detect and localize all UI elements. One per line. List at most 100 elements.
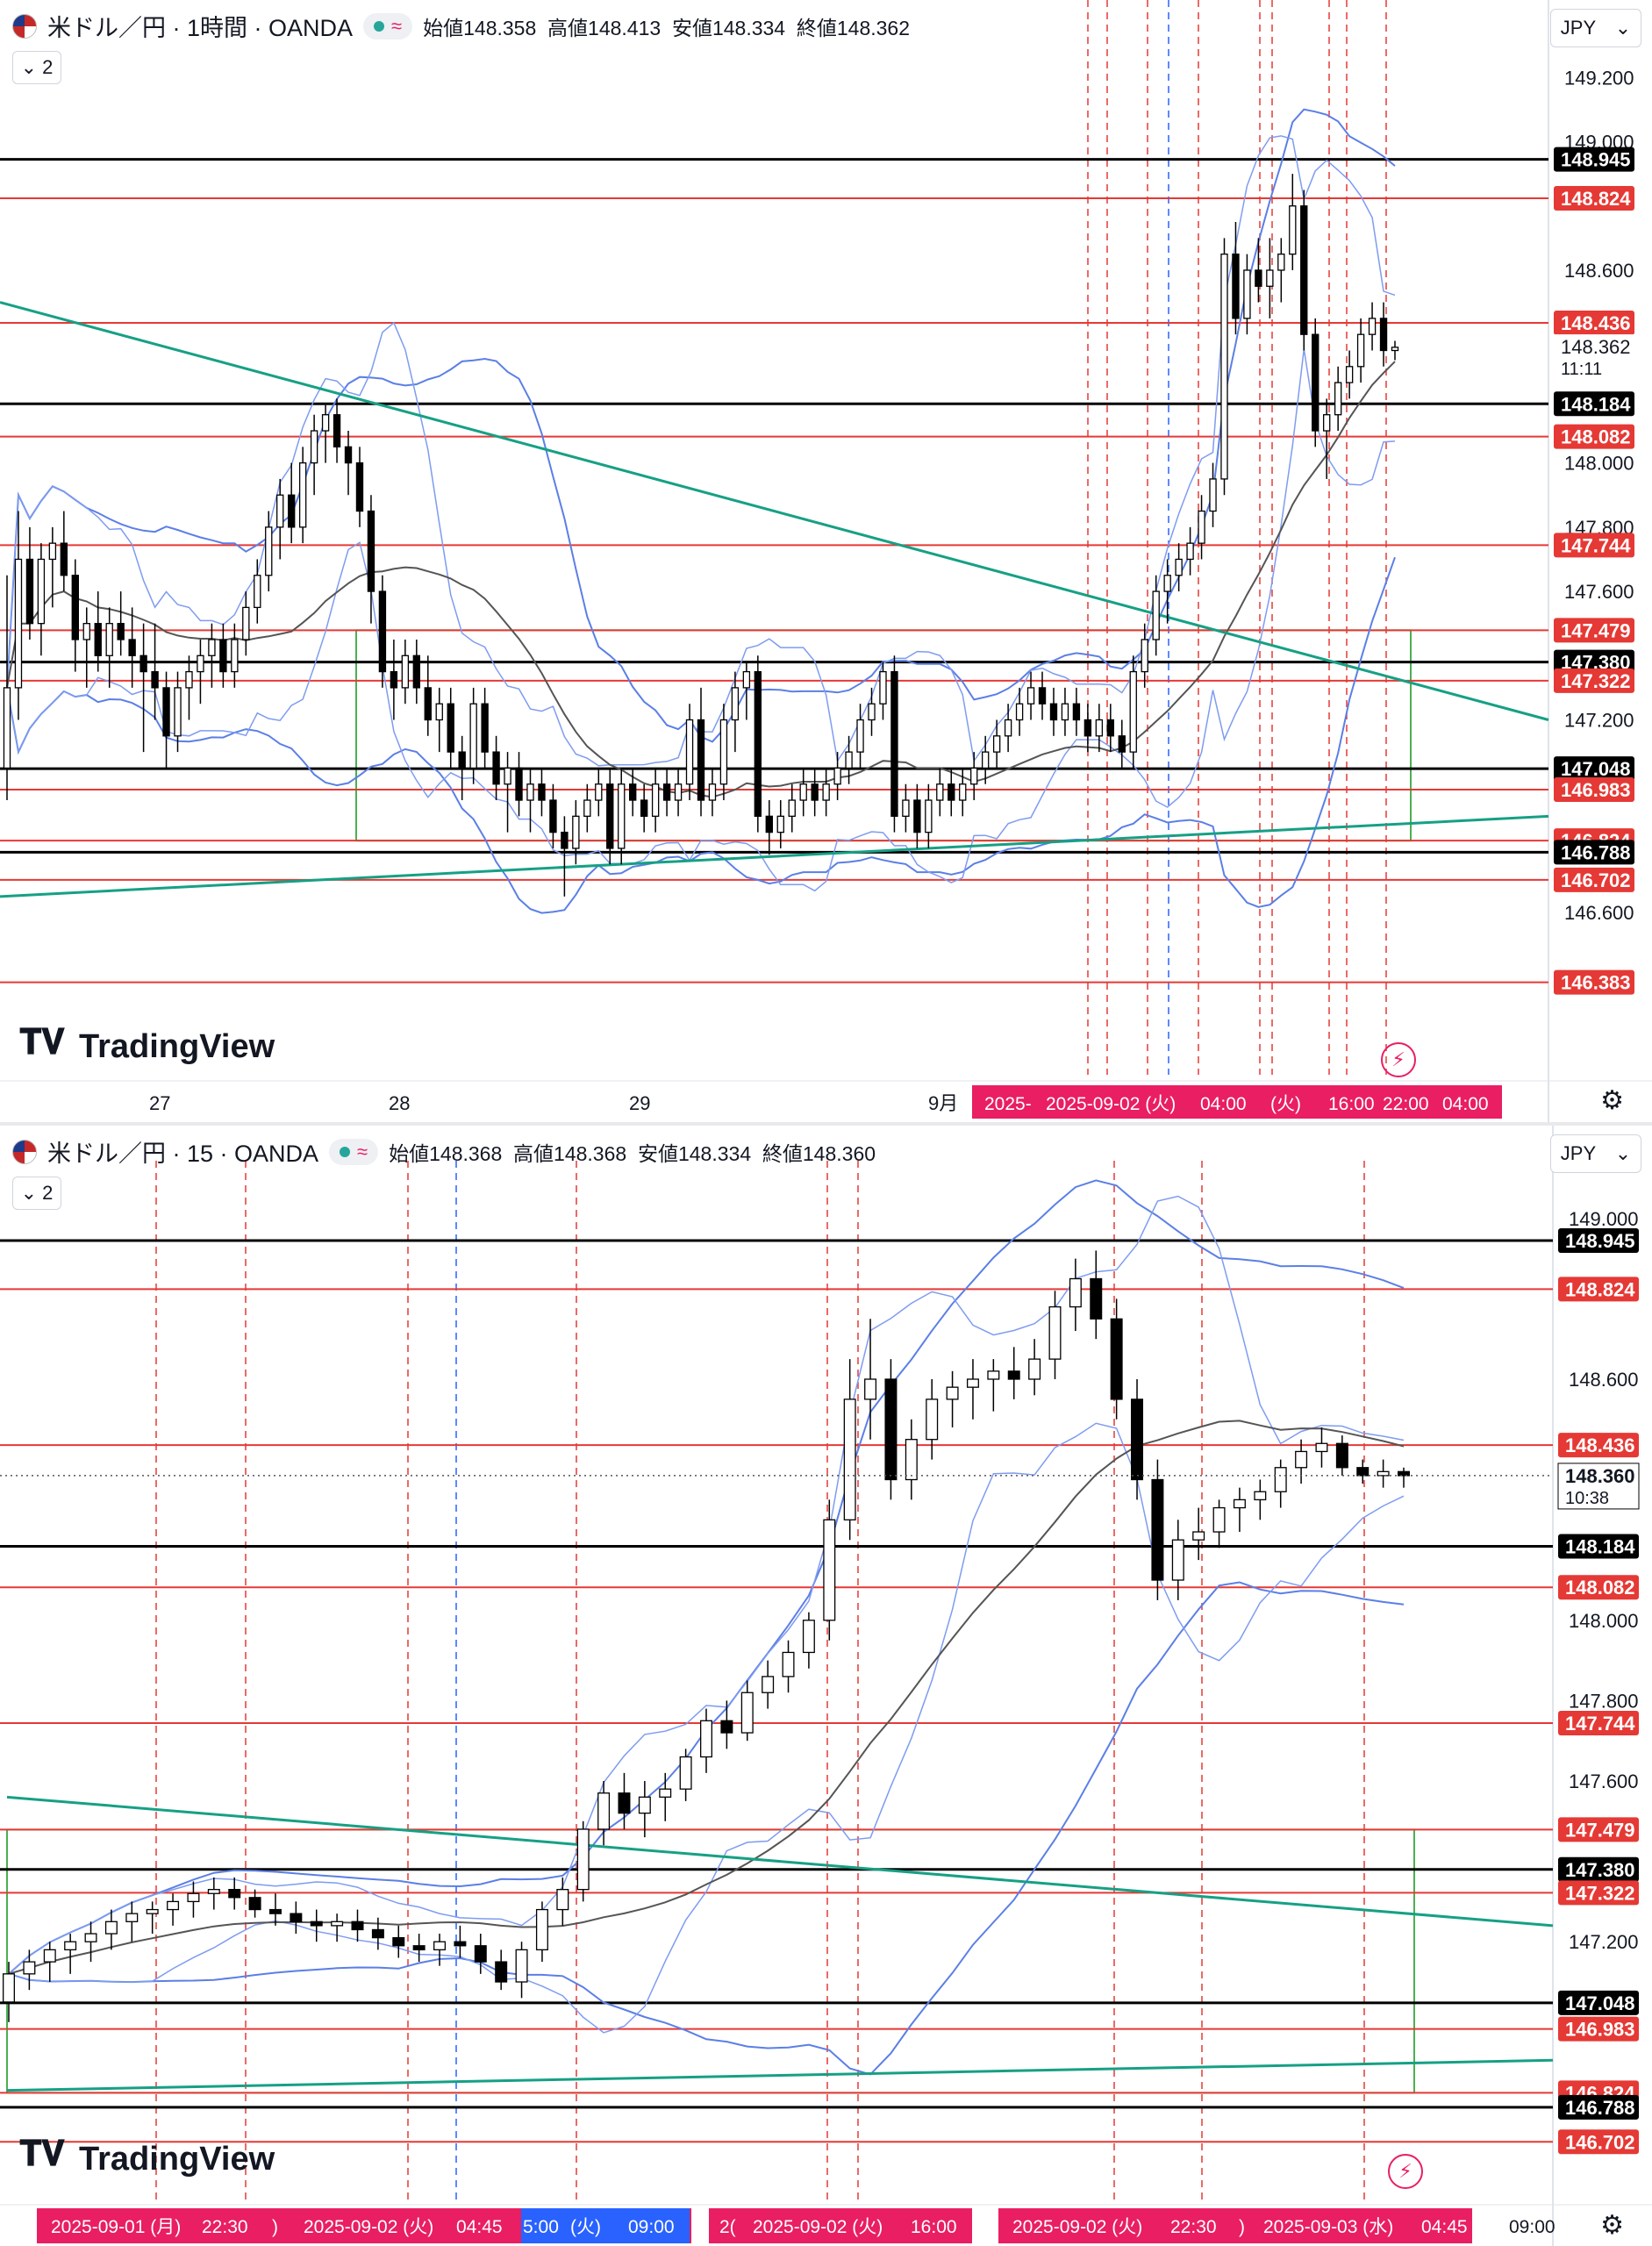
settings-gear-icon[interactable]: ⚙ — [1600, 2211, 1624, 2240]
bollinger-inner-lower — [8, 1422, 1405, 2034]
candle-down — [1356, 1467, 1370, 1477]
candle-up — [1391, 347, 1399, 352]
time-axis-label: (火) — [570, 2217, 601, 2237]
candle-up — [782, 1651, 795, 1677]
settings-gear-icon[interactable]: ⚙ — [1600, 1086, 1624, 1115]
candle-down — [697, 719, 705, 801]
price-level-label: 148.436 — [1561, 312, 1631, 334]
market-status-pill[interactable]: ≈ — [329, 1138, 379, 1165]
price-level-label: 147.479 — [1565, 1819, 1635, 1841]
candle-up — [1192, 1531, 1205, 1541]
candle-up — [208, 639, 216, 656]
candle-up — [597, 1792, 611, 1830]
candle-down — [412, 1945, 426, 1951]
candle-up — [64, 1941, 77, 1951]
candle-up — [535, 1908, 548, 1951]
candle-up — [298, 461, 307, 528]
candle-up — [1152, 590, 1160, 640]
candle-up — [799, 783, 807, 801]
candle-up — [3, 687, 11, 769]
candle-up — [14, 558, 23, 689]
candle-up — [1175, 558, 1183, 576]
chart-panel-15m[interactable]: 149.000 148.600 148.000 147.800 147.600 147.2… — [0, 1126, 1652, 2246]
market-status-pill[interactable]: ≈ — [363, 12, 413, 39]
candle-up — [1277, 254, 1285, 271]
price-level-tag — [1558, 2129, 1639, 2155]
price-level-label: 146.702 — [1565, 2131, 1635, 2153]
time-axis-label: 27 — [149, 1092, 170, 1114]
chart-canvas-1h[interactable]: 149.200149.000148.600148.000147.800147.6… — [0, 0, 1652, 1122]
trend-line — [6, 1795, 1554, 1928]
price-level-tag — [1554, 756, 1634, 782]
candle-up — [823, 1519, 836, 1621]
symbol-title[interactable]: 米ドル／円 · 15 · OANDA — [47, 1141, 319, 1167]
time-range-highlight — [972, 1085, 1502, 1119]
candle-down — [1312, 333, 1319, 432]
bollinger-inner-lower — [6, 348, 1396, 892]
candle-down — [128, 639, 136, 656]
candle-down — [1131, 1398, 1144, 1481]
price-level-tag — [1554, 391, 1634, 417]
ohlc-readout: 始値148.368 高値148.368 安値148.334 終値148.360 — [389, 1141, 876, 1165]
price-level-label: 148.082 — [1565, 1577, 1635, 1599]
indicator-toggle-button[interactable]: ⌄ 2 — [12, 1177, 61, 1210]
candle-down — [1090, 1277, 1103, 1320]
candle-up — [868, 703, 876, 721]
price-level-tag — [1558, 1534, 1639, 1559]
candle-down — [1335, 1442, 1348, 1469]
candle-up — [1129, 670, 1137, 753]
candle-up — [776, 815, 784, 833]
time-axis-label: 2025-09-02 (火) — [1012, 2217, 1142, 2237]
candle-down — [424, 687, 432, 721]
price-level-label: 148.082 — [1561, 426, 1631, 448]
candle-up — [84, 1933, 97, 1942]
candle-down — [495, 1961, 508, 1983]
bollinger-lower-band — [8, 1581, 1405, 2076]
price-level-label: 148.436 — [1565, 1434, 1635, 1456]
candle-down — [606, 783, 614, 849]
candle-up — [822, 783, 830, 801]
candle-up — [526, 783, 534, 801]
candle-down — [1118, 735, 1126, 753]
candle-up — [992, 735, 1001, 753]
candle-down — [640, 799, 648, 817]
currency-select[interactable]: JPY ⌄ — [1550, 9, 1641, 47]
candle-down — [1300, 205, 1308, 335]
candle-down — [117, 623, 125, 640]
candle-down — [1151, 1478, 1164, 1581]
chevron-down-icon: ⌄ — [1614, 17, 1632, 39]
candle-down — [765, 815, 773, 833]
price-level-label: 148.945 — [1561, 149, 1631, 171]
candle-up — [187, 1892, 200, 1903]
currency-select[interactable]: JPY ⌄ — [1550, 1134, 1641, 1173]
price-level-tag — [1554, 424, 1634, 449]
candle-up — [1233, 1499, 1246, 1509]
candle-up — [946, 1386, 959, 1400]
candle-down — [948, 783, 955, 801]
y-tick-label: 147.200 — [1564, 710, 1634, 732]
candle-up — [469, 703, 477, 769]
lightning-icon[interactable]: ⚡ — [1381, 1042, 1416, 1077]
candle-up — [1356, 333, 1365, 368]
candle-down — [1110, 1318, 1123, 1400]
price-level-label: 147.322 — [1561, 670, 1631, 692]
symbol-title[interactable]: 米ドル／円 · 1時間 · OANDA — [47, 15, 354, 41]
candle-up — [48, 542, 57, 561]
y-tick-label: 148.600 — [1569, 1369, 1639, 1391]
candle-up — [679, 1756, 692, 1790]
indicator-toggle-button[interactable]: ⌄ 2 — [12, 51, 61, 84]
candle-down — [333, 414, 341, 447]
lightning-icon[interactable]: ⚡ — [1388, 2154, 1423, 2189]
candle-up — [37, 558, 46, 625]
candle-up — [674, 783, 683, 801]
candle-up — [207, 1889, 220, 1894]
chevron-down-icon: ⌄ — [1614, 1142, 1632, 1164]
candle-up — [879, 670, 887, 705]
time-range-highlight — [709, 2208, 972, 2243]
tradingview-wordmark: TradingView — [79, 2141, 275, 2178]
chart-canvas-15m[interactable]: 149.000 148.600 148.000 147.800 147.600 147.2… — [0, 1126, 1652, 2246]
chart-panel-1h[interactable]: 149.200 149.000 148.600 148.000 147.800 147.6… — [0, 0, 1652, 1122]
price-level-label: 146.983 — [1561, 779, 1631, 801]
candle-down — [1083, 719, 1092, 737]
time-axis-label: 2( — [719, 2217, 736, 2237]
